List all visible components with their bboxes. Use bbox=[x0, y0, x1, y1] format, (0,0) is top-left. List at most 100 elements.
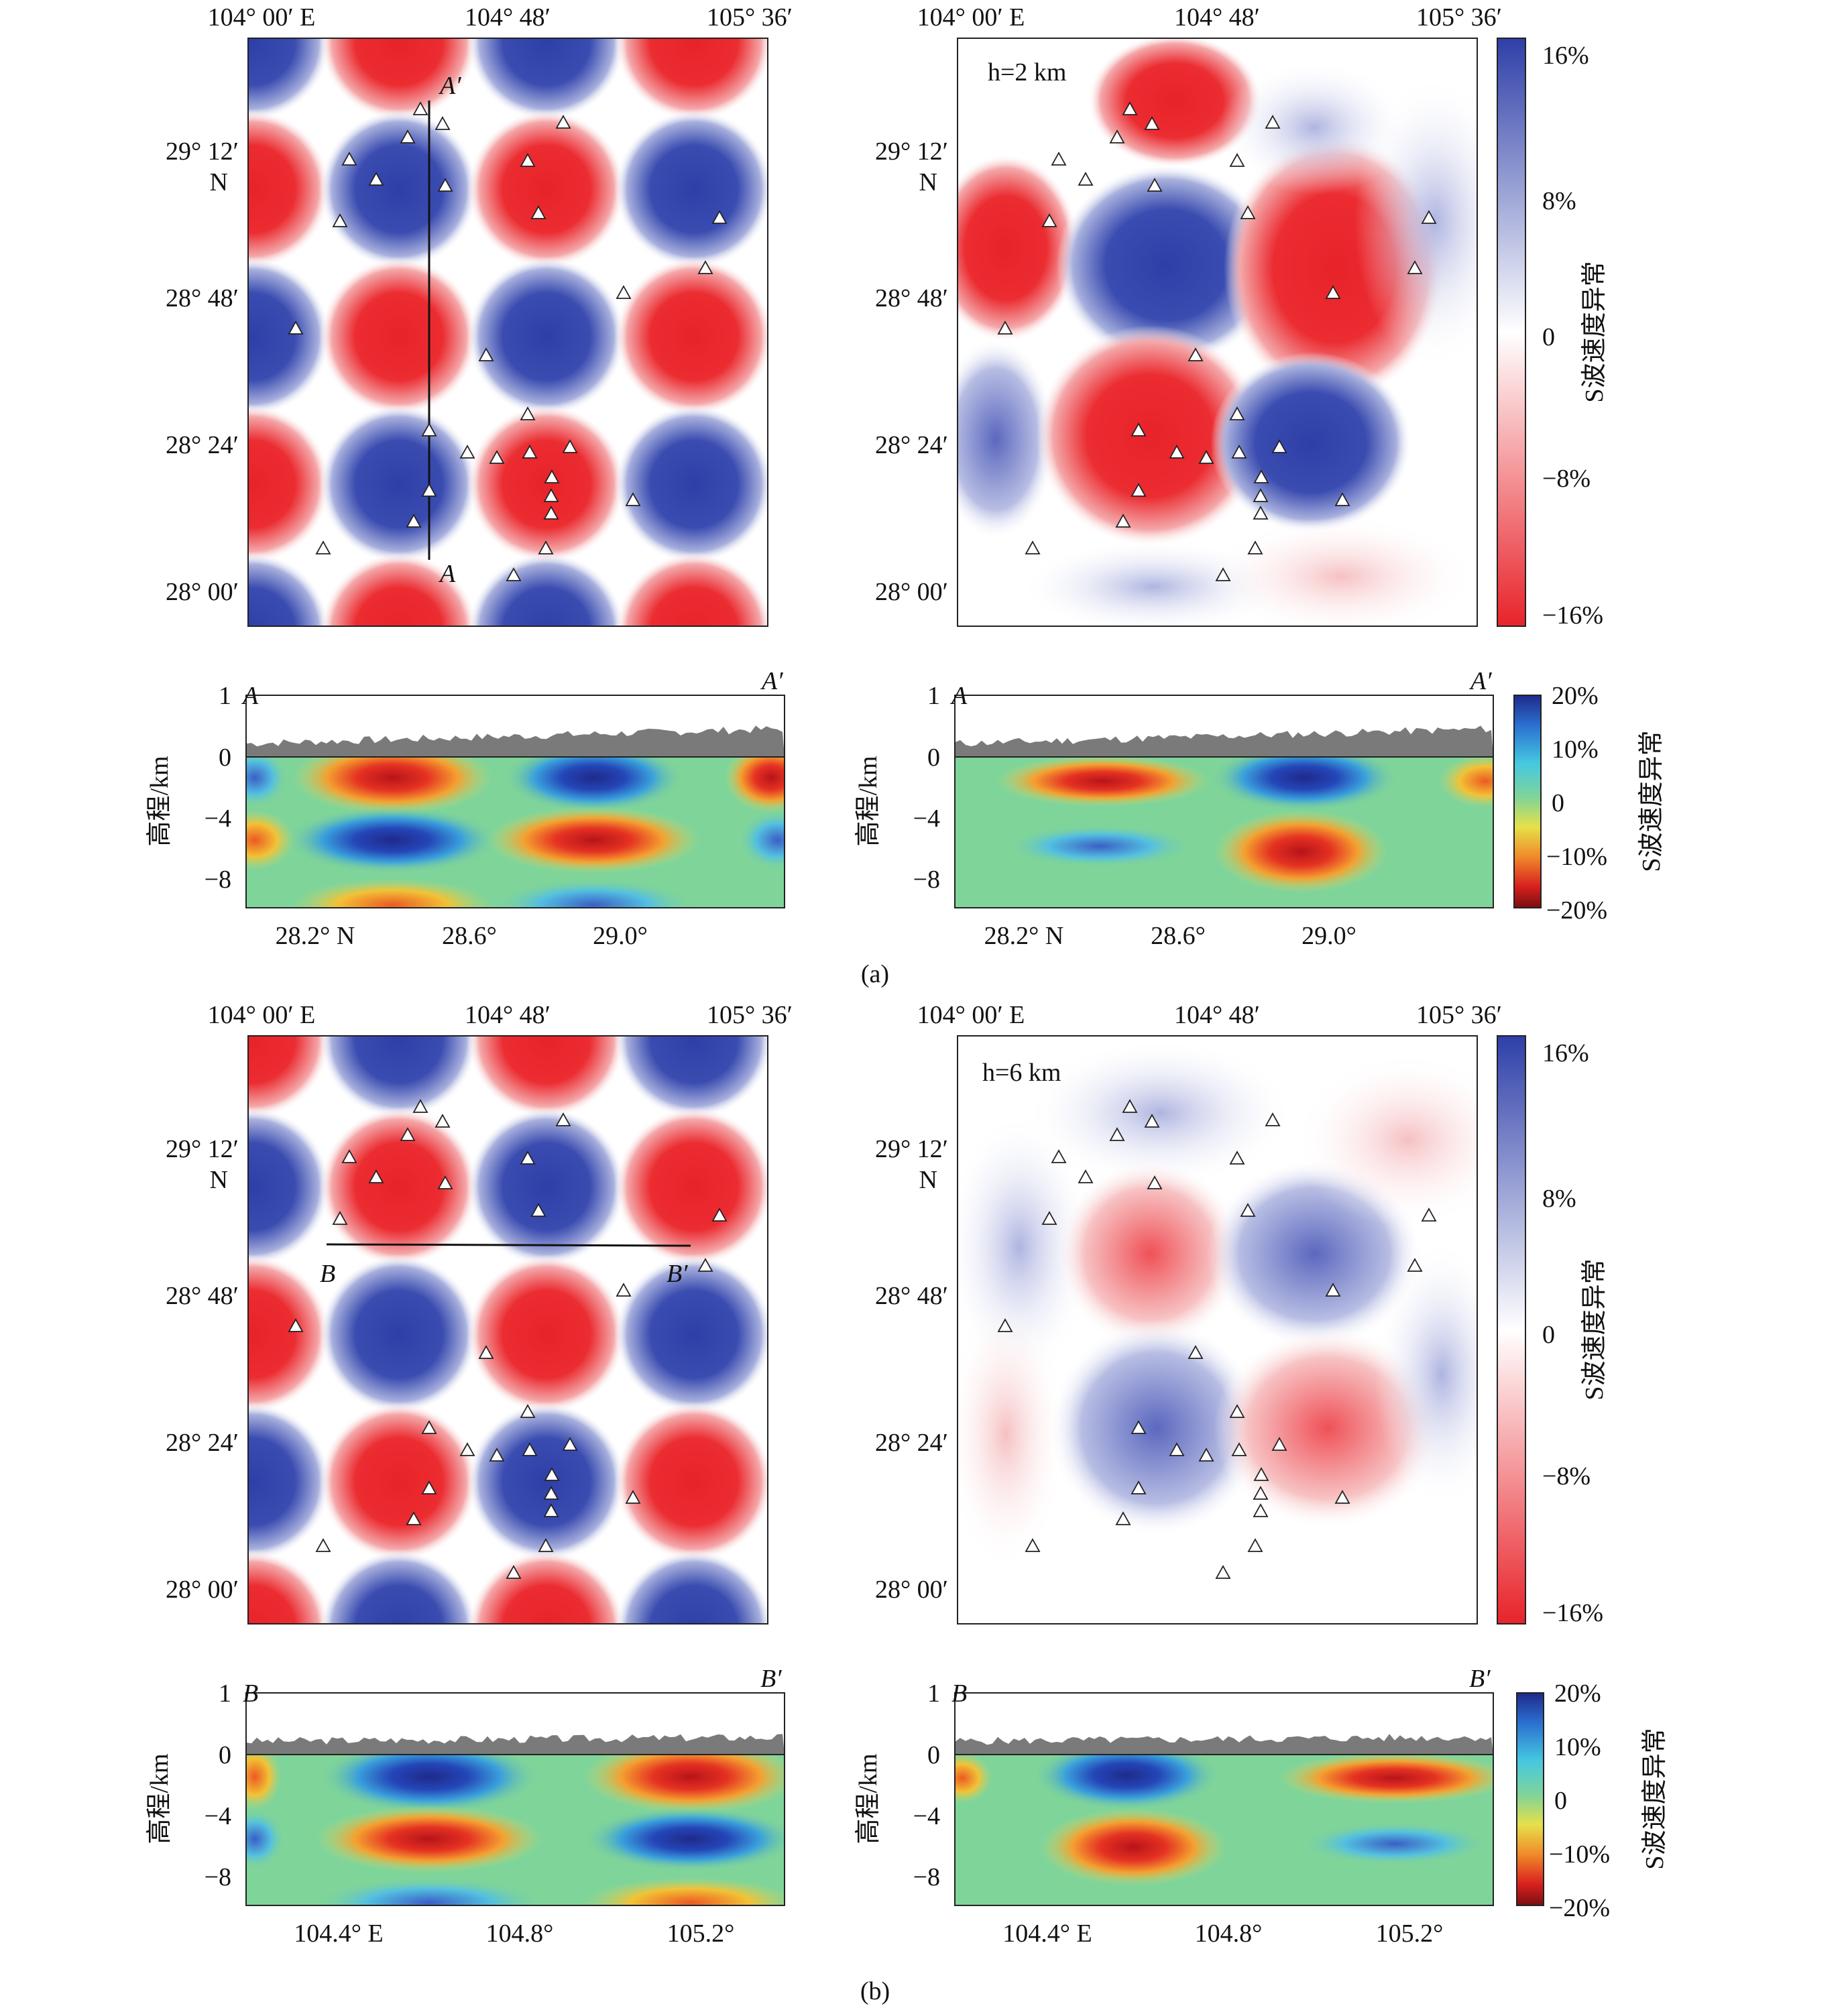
top-lon-label: 104° 00′ E bbox=[208, 1001, 316, 1029]
colorbar-tick: 20% bbox=[1552, 682, 1599, 710]
map-b-axes-left: 104° 00′ E 104° 48′ 105° 36′ 29° 12′ N 2… bbox=[166, 1001, 793, 1604]
y-tick: −8 bbox=[205, 1863, 231, 1891]
top-lon-label: 105° 36′ bbox=[1416, 1001, 1502, 1029]
negative-anomaly-cell bbox=[615, 257, 768, 416]
profile-line-b bbox=[326, 1243, 691, 1247]
colorbar-tick: −20% bbox=[1549, 1894, 1610, 1922]
y-tick: −4 bbox=[913, 1802, 940, 1830]
colorbar-tick: 8% bbox=[1542, 187, 1576, 215]
profile-end-label: A′ bbox=[760, 667, 783, 695]
x-tick: 105.2° bbox=[1376, 1920, 1444, 1948]
lat-label: 28° 24′ bbox=[166, 1429, 239, 1457]
x-tick: 28.2° N bbox=[276, 922, 355, 950]
positive-anomaly-cell bbox=[615, 110, 768, 268]
positive-anomaly-cell bbox=[467, 552, 626, 626]
y-tick: 0 bbox=[927, 1741, 940, 1769]
negative-anomaly-cell bbox=[320, 1108, 478, 1266]
map-colorbar-a: 16% 8% 0 −8% −16% S波速度异常 bbox=[1497, 38, 1609, 630]
colorbar-tick: 16% bbox=[1542, 42, 1589, 70]
negative-anomaly-cell bbox=[467, 110, 626, 268]
map-colorbar-b: 16% 8% 0 −8% −16% S波速度异常 bbox=[1497, 1035, 1609, 1627]
y-tick: −8 bbox=[913, 1863, 940, 1891]
lat-suffix: N bbox=[210, 168, 228, 196]
profile-end-label: B′ bbox=[667, 1260, 688, 1288]
map-a-recovered: h=2 km bbox=[957, 38, 1478, 627]
colorbar-tick: 20% bbox=[1554, 1679, 1601, 1708]
y-axis-label: 高程/km bbox=[146, 756, 174, 846]
x-tick: 104.8° bbox=[486, 1920, 554, 1948]
y-tick: 0 bbox=[927, 744, 940, 772]
negative-anomaly-cell bbox=[467, 405, 626, 563]
lat-label: 28° 00′ bbox=[166, 578, 239, 606]
colorbar-tick: −16% bbox=[1542, 1599, 1603, 1627]
colorbar-title: S波速度异常 bbox=[1580, 1258, 1609, 1400]
positive-anomaly-cell bbox=[248, 1108, 331, 1266]
lat-suffix: N bbox=[210, 1166, 228, 1194]
x-tick: 28.6° bbox=[1151, 922, 1206, 950]
negative-anomaly-cell bbox=[467, 1550, 626, 1624]
colorbar-tick: 16% bbox=[1542, 1039, 1589, 1067]
profile-end-label: A′ bbox=[438, 72, 461, 100]
positive-anomaly-cell bbox=[615, 405, 768, 563]
lat-label: 28° 00′ bbox=[875, 578, 948, 606]
map-a-axes-left: 104° 00′ E 104° 48′ 105° 36′ 29° 12′ N 2… bbox=[166, 3, 793, 606]
profile-start-label: A bbox=[438, 560, 456, 588]
colorbar-tick: 0 bbox=[1554, 1787, 1567, 1815]
top-lon-label: 104° 48′ bbox=[1174, 3, 1260, 32]
x-tick: 105.2° bbox=[667, 1920, 735, 1948]
y-tick: 1 bbox=[219, 1679, 231, 1708]
negative-anomaly-cell bbox=[615, 1403, 768, 1561]
top-lon-label: 104° 00′ E bbox=[917, 1001, 1025, 1029]
x-tick: 28.6° bbox=[442, 922, 497, 950]
map-a-checkerboard: A′ A bbox=[247, 38, 768, 627]
negative-anomaly-cell bbox=[248, 1550, 331, 1624]
colorbar-tick: −10% bbox=[1546, 843, 1607, 871]
colorbar-tick: 0 bbox=[1552, 789, 1564, 817]
x-tick: 104.4° E bbox=[1002, 1920, 1092, 1948]
profile-a-right: A A′ 1 0 −4 −8 高程/km 28.2° N 28.6° 29.0° bbox=[854, 667, 1494, 950]
lat-label: 29° 12′ bbox=[166, 1135, 239, 1163]
lat-label: 29° 12′ bbox=[875, 1135, 948, 1163]
colorbar-tick: −8% bbox=[1542, 465, 1591, 493]
colorbar-tick: 10% bbox=[1552, 735, 1599, 764]
lat-label: 28° 48′ bbox=[875, 284, 948, 312]
colorbar-tick: 0 bbox=[1542, 323, 1555, 351]
y-tick: −4 bbox=[205, 1802, 231, 1830]
lat-suffix: N bbox=[919, 1166, 937, 1194]
profile-b-right: B B′ 1 0 −4 −8 高程/km 104.4° E 104.8° 105… bbox=[854, 1665, 1494, 1948]
subfigure-caption: (a) bbox=[861, 960, 889, 988]
top-lon-label: 104° 48′ bbox=[1174, 1001, 1260, 1029]
y-axis-label: 高程/km bbox=[854, 756, 882, 846]
map-b-checkerboard: B B′ bbox=[247, 1035, 768, 1625]
subfigure-caption: (b) bbox=[860, 1977, 890, 2005]
top-lon-label: 104° 00′ E bbox=[208, 3, 316, 32]
profile-start-label: B bbox=[320, 1260, 335, 1288]
negative-anomaly-cell bbox=[320, 257, 478, 416]
positive-anomaly-cell bbox=[615, 1550, 768, 1624]
y-axis-label: 高程/km bbox=[146, 1753, 174, 1844]
x-tick: 29.0° bbox=[593, 922, 648, 950]
colorbar-title: S波速度异常 bbox=[1637, 730, 1666, 872]
negative-anomaly-cell bbox=[248, 110, 331, 268]
positive-anomaly-cell bbox=[248, 552, 331, 626]
colorbar-tick: 8% bbox=[1542, 1185, 1576, 1213]
positive-anomaly-cell bbox=[320, 1255, 478, 1413]
profile-colorbar-a: 20% 10% 0 −10% −20% S波速度异常 bbox=[1513, 682, 1666, 925]
y-tick: 0 bbox=[219, 1741, 231, 1769]
profile-start-label: A bbox=[241, 682, 259, 710]
lat-label: 28° 24′ bbox=[166, 431, 239, 459]
colorbar-title: S波速度异常 bbox=[1580, 261, 1609, 402]
y-tick: 0 bbox=[219, 744, 231, 772]
lat-label: 28° 00′ bbox=[875, 1576, 948, 1604]
y-tick: −4 bbox=[913, 805, 940, 833]
top-lon-label: 105° 36′ bbox=[1416, 3, 1502, 32]
profile-end-label: A′ bbox=[1468, 667, 1492, 695]
positive-anomaly-cell bbox=[320, 405, 478, 563]
negative-anomaly-cell bbox=[615, 552, 768, 626]
top-lon-label: 105° 36′ bbox=[707, 3, 793, 32]
lat-label: 29° 12′ bbox=[166, 137, 239, 166]
y-tick: 1 bbox=[927, 682, 940, 710]
positive-anomaly-cell bbox=[320, 110, 478, 268]
y-tick: −8 bbox=[205, 866, 231, 894]
colorbar-tick: −10% bbox=[1549, 1840, 1610, 1869]
